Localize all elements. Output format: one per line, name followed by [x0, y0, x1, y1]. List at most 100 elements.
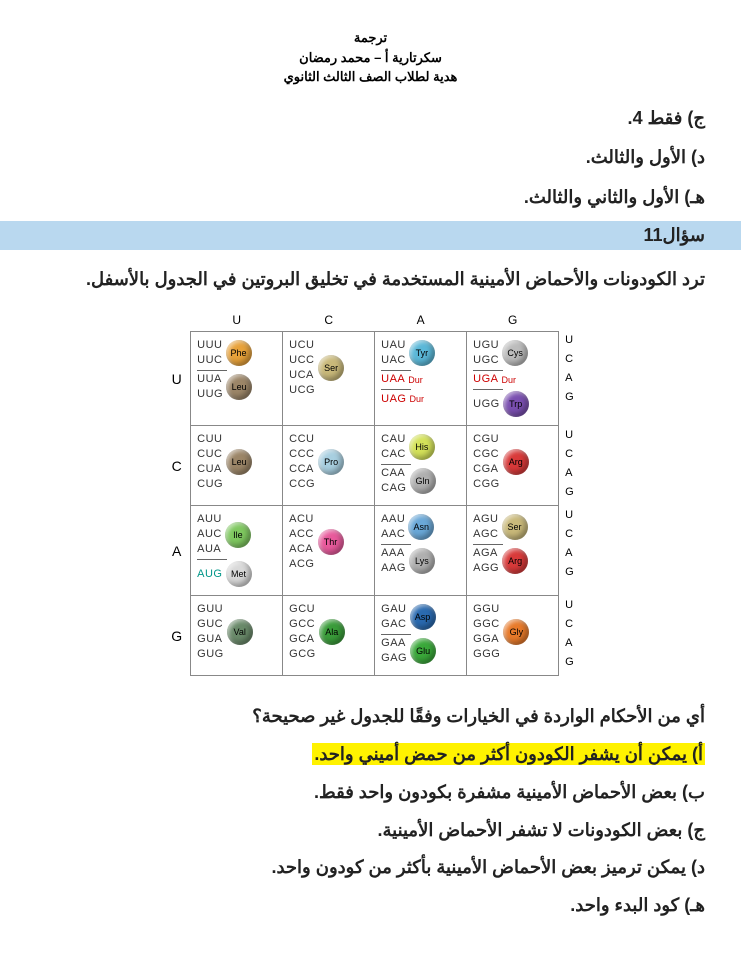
codon-GGA: GGA [473, 632, 500, 647]
row-header-C: C [163, 426, 190, 506]
codon-ACC: ACC [289, 527, 314, 542]
stop-label: Dur [502, 375, 517, 385]
codon-AGU: AGU [473, 512, 498, 527]
codon-ACA: ACA [289, 542, 314, 557]
amino-Phe: Phe [226, 340, 252, 366]
cell-AU: AUUAUCAUAIleAUGMet [191, 506, 283, 596]
codon-GGG: GGG [473, 647, 500, 662]
cell-AA: AAUAACAsnAAAAAGLys [375, 506, 467, 596]
amino-Ile: Ile [225, 522, 251, 548]
codon-GCC: GCC [289, 617, 316, 632]
col-header-C: C [283, 311, 375, 332]
codon-UGA: UGA [473, 372, 498, 387]
col-header-G: G [467, 311, 559, 332]
codon-UCU: UCU [289, 338, 315, 353]
codon-UUC: UUC [197, 353, 222, 368]
codon-CAG: CAG [381, 481, 406, 496]
codon-GCU: GCU [289, 602, 316, 617]
third-pos-C: UCAG [559, 426, 578, 506]
codon-GGU: GGU [473, 602, 500, 617]
amino-Asn: Asn [408, 514, 434, 540]
amino-Asp: Asp [410, 604, 436, 630]
third-pos-U: UCAG [559, 331, 578, 425]
codon-table-wrapper: U C A G UUUUUUCPheUUAUUGLeuUCUUCCUCAUCGS… [0, 311, 741, 676]
codon-CCA: CCA [289, 462, 315, 477]
codon-GAU: GAU [381, 602, 406, 617]
amino-His: His [409, 434, 435, 460]
cell-CG: CGUCGCCGACGGArg [467, 426, 559, 506]
amino-Val: Val [227, 619, 253, 645]
cell-AC: ACUACCACAACGThr [283, 506, 375, 596]
amino-Arg: Arg [503, 449, 529, 475]
amino-Met: Met [226, 561, 252, 587]
codon-GCG: GCG [289, 647, 316, 662]
codon-CUG: CUG [197, 477, 223, 492]
codon-CCU: CCU [289, 432, 315, 447]
codon-CGA: CGA [473, 462, 500, 477]
cell-UU: UUUUUCPheUUAUUGLeu [191, 331, 283, 425]
codon-GGC: GGC [473, 617, 500, 632]
codon-GAG: GAG [381, 651, 407, 666]
cell-UA: UAUUACTyrUAADurUAGDur [375, 331, 467, 425]
amino-Leu: Leu [226, 374, 252, 400]
cell-UG: UGUUGCCys UGA Dur UGGTrp [467, 331, 559, 425]
stop-label: Dur [408, 375, 423, 385]
cell-UC: UCUUCCUCAUCGSer [283, 331, 375, 425]
amino-Ser: Ser [502, 514, 528, 540]
col-header-U: U [191, 311, 283, 332]
header-line1: ترجمة [0, 28, 741, 48]
codon-CGC: CGC [473, 447, 500, 462]
codon-ACG: ACG [289, 557, 314, 572]
codon-GUA: GUA [197, 632, 224, 647]
codon-UAA: UAA [381, 372, 405, 387]
amino-Cys: Cys [502, 340, 528, 366]
row-header-A: A [163, 506, 190, 596]
codon-CGU: CGU [473, 432, 500, 447]
codon-CUU: CUU [197, 432, 223, 447]
amino-Arg: Arg [502, 548, 528, 574]
codon-AAA: AAA [381, 546, 406, 561]
cell-GC: GCUGCCGCAGCGAla [283, 596, 375, 676]
answer-e: هـ) كود البدء واحد. [36, 887, 705, 925]
row-header-U: U [163, 331, 190, 425]
answer-b: ب) بعض الأحماض الأمينية مشفرة بكودون واح… [36, 774, 705, 812]
amino-Glu: Glu [410, 638, 436, 664]
amino-Pro: Pro [318, 449, 344, 475]
codon-AGG: AGG [473, 561, 499, 576]
codon-AGA: AGA [473, 546, 499, 561]
codon-CAA: CAA [381, 466, 406, 481]
row-header-G: G [163, 596, 190, 676]
codon-UGU: UGU [473, 338, 499, 353]
codon-CAC: CAC [381, 447, 406, 462]
codon-AUG: AUG [197, 567, 222, 582]
codon-GCA: GCA [289, 632, 316, 647]
codon-UAU: UAU [381, 338, 406, 353]
codon-GUG: GUG [197, 647, 224, 662]
prev-option-c: ج) فقط 4. [36, 99, 705, 139]
codon-CGG: CGG [473, 477, 500, 492]
amino-Ala: Ala [319, 619, 345, 645]
amino-Ser: Ser [318, 355, 344, 381]
cell-GU: GUUGUCGUAGUGVal [191, 596, 283, 676]
amino-Gly: Gly [503, 619, 529, 645]
codon-UAC: UAC [381, 353, 406, 368]
codon-UGG: UGG [473, 397, 500, 412]
codon-AUC: AUC [197, 527, 222, 542]
codon-UCG: UCG [289, 383, 315, 398]
third-pos-A: UCAG [559, 506, 578, 596]
amino-Trp: Trp [503, 391, 529, 417]
header-line2: سكرتارية أ – محمد رمضان [0, 48, 741, 68]
codon-UCC: UCC [289, 353, 315, 368]
cell-CA: CAUCACHisCAACAGGln [375, 426, 467, 506]
prev-option-d: د) الأول والثالث. [36, 138, 705, 178]
sub-question: أي من الأحكام الواردة في الخيارات وفقًا … [36, 698, 705, 736]
answer-c: ج) بعض الكودونات لا تشفر الأحماض الأميني… [36, 812, 705, 850]
codon-UUG: UUG [197, 387, 223, 402]
cell-GA: GAUGACAspGAAGAGGlu [375, 596, 467, 676]
codon-UGC: UGC [473, 353, 499, 368]
codon-GUU: GUU [197, 602, 224, 617]
codon-CCC: CCC [289, 447, 315, 462]
codon-CCG: CCG [289, 477, 315, 492]
cell-CC: CCUCCCCCACCGPro [283, 426, 375, 506]
codon-GUC: GUC [197, 617, 224, 632]
